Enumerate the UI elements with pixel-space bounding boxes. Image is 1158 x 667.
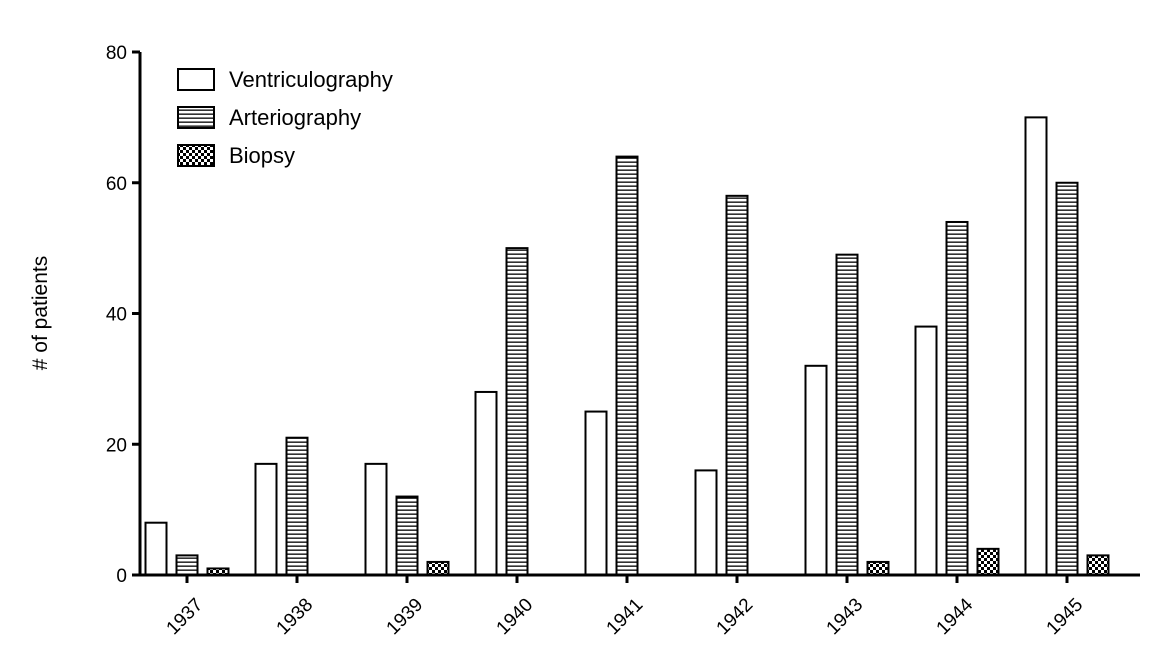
legend-swatch-ventriculography xyxy=(177,68,215,91)
bars-layer xyxy=(144,116,1110,577)
y-tick-label-40: 40 xyxy=(106,305,127,326)
bar-biopsy-1945 xyxy=(1086,554,1110,577)
bar-arteriography-1939 xyxy=(395,495,419,576)
bar-arteriography-1944 xyxy=(945,220,969,576)
bar-arteriography-1943 xyxy=(835,253,859,576)
bar-ventriculography-1941 xyxy=(584,410,608,576)
x-tick-label-1945: 1945 xyxy=(1043,594,1088,639)
bar-biopsy-1944 xyxy=(976,547,1000,576)
x-tick-label-1938: 1938 xyxy=(273,594,318,639)
y-tick-label-80: 80 xyxy=(106,43,127,64)
legend-swatch-biopsy xyxy=(177,144,215,167)
bar-ventriculography-1937 xyxy=(144,521,168,577)
y-tick-label-20: 20 xyxy=(106,435,127,456)
bar-arteriography-1941 xyxy=(615,155,639,576)
x-tick-label-1940: 1940 xyxy=(493,594,538,639)
x-tick-label-1942: 1942 xyxy=(713,594,758,639)
bar-arteriography-1940 xyxy=(505,247,529,576)
x-tick-label-1943: 1943 xyxy=(823,594,868,639)
bar-biopsy-1943 xyxy=(866,560,890,576)
bar-ventriculography-1938 xyxy=(254,462,278,576)
bar-ventriculography-1939 xyxy=(364,462,388,576)
legend-label-biopsy: Biopsy xyxy=(229,143,295,168)
bar-ventriculography-1942 xyxy=(694,469,718,576)
legend-label-ventriculography: Ventriculography xyxy=(229,67,393,92)
x-tick-label-1941: 1941 xyxy=(603,594,648,639)
x-tick-label-1937: 1937 xyxy=(163,594,208,639)
legend-label-arteriography: Arteriography xyxy=(229,105,361,130)
bar-ventriculography-1945 xyxy=(1024,116,1048,576)
legend-swatch-arteriography xyxy=(177,106,215,129)
bar-arteriography-1942 xyxy=(725,194,749,576)
bar-biopsy-1939 xyxy=(426,560,450,576)
y-tick-label-0: 0 xyxy=(116,566,127,587)
bar-ventriculography-1943 xyxy=(804,364,828,576)
x-tick-label-1939: 1939 xyxy=(383,594,428,639)
bar-ventriculography-1944 xyxy=(914,325,938,577)
bar-ventriculography-1940 xyxy=(474,390,498,577)
x-tick-label-1944: 1944 xyxy=(933,594,978,639)
y-tick-label-60: 60 xyxy=(106,174,127,195)
bar-arteriography-1938 xyxy=(285,436,309,576)
y-axis-title: # of patients xyxy=(29,256,52,370)
bar-arteriography-1945 xyxy=(1055,181,1079,576)
bar-arteriography-1937 xyxy=(175,554,199,577)
legend: Ventriculography Arteriography Biopsy xyxy=(177,67,393,168)
